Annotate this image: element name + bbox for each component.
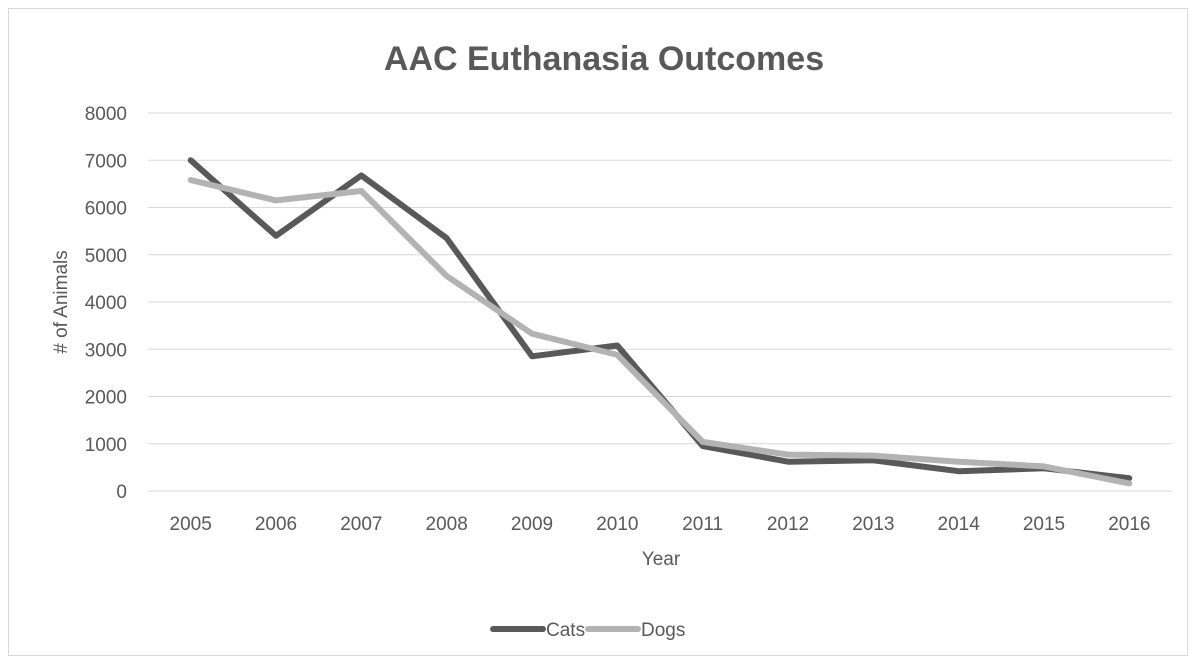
y-axis-label: # of Animals <box>51 250 72 354</box>
series-line-dogs <box>187 177 1133 487</box>
y-tick-label: 2000 <box>85 388 127 409</box>
x-tick-label: 2006 <box>255 514 297 535</box>
x-tick-label: 2014 <box>938 514 981 535</box>
chart-frame <box>8 8 1188 656</box>
gridlines <box>148 112 1172 492</box>
x-tick-label: 2005 <box>170 514 212 535</box>
x-tick-label: 2016 <box>1108 514 1150 535</box>
y-axis-ticks: 0 1000 2000 3000 4000 5000 6000 7000 8000 <box>85 104 127 503</box>
x-tick-label: 2011 <box>682 514 723 535</box>
y-tick-label: 6000 <box>85 199 127 220</box>
y-tick-label: 4000 <box>85 293 127 314</box>
x-tick-label: 2010 <box>596 514 638 535</box>
x-tick-label: 2009 <box>511 514 553 535</box>
y-tick-label: 7000 <box>85 151 127 172</box>
x-tick-label: 2012 <box>767 514 809 535</box>
x-tick-label: 2008 <box>426 514 468 535</box>
legend-label: Cats <box>546 620 585 641</box>
y-tick-label: 0 <box>116 482 127 503</box>
chart-title: AAC Euthanasia Outcomes <box>384 40 824 78</box>
y-tick-label: 1000 <box>85 435 127 456</box>
legend-label: Dogs <box>641 620 685 641</box>
x-axis-label: Year <box>642 549 681 570</box>
x-tick-label: 2007 <box>340 514 382 535</box>
series-lines <box>187 157 1133 487</box>
x-tick-label: 2013 <box>852 514 894 535</box>
x-tick-label: 2015 <box>1023 514 1065 535</box>
legend: Cats Dogs <box>490 620 685 641</box>
x-axis-ticks: 2005 2006 2007 2008 2009 2010 2011 2012 2013 2014… <box>170 514 1151 535</box>
y-tick-label: 3000 <box>85 340 127 361</box>
y-tick-label: 8000 <box>85 104 127 125</box>
y-tick-label: 5000 <box>85 246 127 267</box>
